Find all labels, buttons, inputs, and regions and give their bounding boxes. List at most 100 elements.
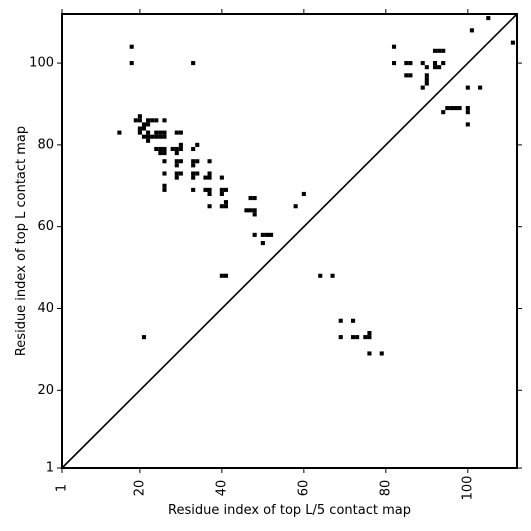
contact-point (223, 204, 229, 209)
contact-point (207, 175, 212, 180)
contact-point (158, 151, 163, 156)
contact-point (178, 146, 183, 152)
y-tick-label: 80 (37, 137, 54, 152)
contact-point (129, 61, 134, 66)
contact-point (191, 175, 196, 180)
contact-point (330, 273, 335, 278)
contact-point (158, 134, 163, 139)
contact-point (178, 159, 183, 164)
contact-point (260, 232, 265, 237)
contact-point (391, 44, 397, 49)
contact-point (219, 175, 224, 180)
contact-point (441, 61, 446, 66)
contact-point (162, 146, 167, 152)
contact-point (449, 106, 454, 111)
x-tick-label: 1 (55, 484, 70, 492)
contact-point (191, 187, 196, 192)
contact-point (363, 335, 368, 340)
contact-point (350, 335, 356, 340)
x-axis: 1 20 40 60 80 100 (55, 9, 475, 501)
contact-point (207, 204, 212, 209)
x-tick-label: 80 (378, 480, 393, 497)
contact-point (469, 28, 474, 33)
contact-point (178, 171, 183, 176)
contact-point (162, 159, 167, 164)
contact-point (141, 122, 147, 127)
contact-point (465, 122, 470, 127)
contact-point (367, 330, 372, 336)
contact-point (432, 65, 438, 70)
contact-point (432, 61, 438, 66)
contact-point (207, 191, 212, 197)
contact-point (510, 40, 515, 45)
diagonal-line (61, 13, 518, 469)
contact-point (424, 77, 429, 82)
contact-point (269, 232, 274, 237)
contact-point (162, 183, 167, 188)
contact-point (191, 61, 196, 66)
contact-point (367, 351, 372, 356)
contact-point (137, 130, 142, 135)
contact-point (154, 118, 159, 123)
contact-point (465, 110, 470, 115)
contact-point (158, 146, 163, 152)
contact-point (191, 159, 196, 164)
contact-point (424, 73, 429, 78)
contact-point (195, 171, 200, 176)
contact-point (301, 191, 306, 197)
contact-point (379, 351, 384, 356)
contact-point (174, 130, 179, 135)
contact-point (420, 85, 425, 90)
contact-point (137, 114, 142, 119)
x-axis-label: Residue index of top L/5 contact map (168, 503, 411, 518)
contact-point (137, 126, 142, 131)
contact-point (453, 106, 458, 111)
contact-point (252, 208, 257, 213)
contact-point (355, 335, 360, 340)
contact-point (420, 61, 425, 66)
contact-point (219, 191, 224, 197)
contact-point (162, 151, 167, 156)
contact-point (219, 204, 224, 209)
contact-point (445, 106, 450, 111)
contact-point (293, 204, 298, 209)
y-tick-label: 20 (37, 383, 54, 398)
contact-point (252, 212, 257, 217)
contact-point (154, 146, 159, 152)
x-tick-label: 100 (460, 476, 475, 501)
x-tick-label: 60 (296, 480, 311, 497)
x-tick-label: 40 (214, 480, 229, 497)
contact-point (141, 126, 147, 131)
contact-point (203, 175, 208, 180)
contact-point (424, 81, 429, 86)
y-axis-label: Residue index of top L contact map (14, 126, 29, 356)
contact-point (195, 159, 200, 164)
y-axis: 1 20 40 60 80 100 (29, 56, 522, 476)
contact-point (207, 159, 212, 164)
contact-point (191, 146, 196, 152)
y-tick-label: 60 (37, 219, 54, 234)
contact-point (174, 175, 179, 180)
contact-point (264, 232, 270, 237)
contact-point (203, 187, 208, 192)
contact-point (248, 196, 253, 201)
contact-point (223, 187, 229, 192)
contact-point (223, 200, 229, 205)
contact-point (207, 171, 212, 176)
contact-point (465, 106, 470, 111)
contact-point (424, 65, 429, 70)
contact-point (129, 44, 134, 49)
contact-point (146, 122, 151, 127)
contact-point (338, 318, 343, 323)
contact-point (137, 118, 142, 123)
contact-point (195, 142, 200, 147)
contact-point (158, 130, 163, 135)
contact-point (191, 163, 196, 168)
contact-point (248, 208, 253, 213)
y-tick-label: 40 (37, 301, 54, 316)
contact-point (207, 187, 212, 192)
contact-point (457, 106, 462, 111)
contact-point (219, 273, 224, 278)
contact-point (150, 134, 155, 139)
